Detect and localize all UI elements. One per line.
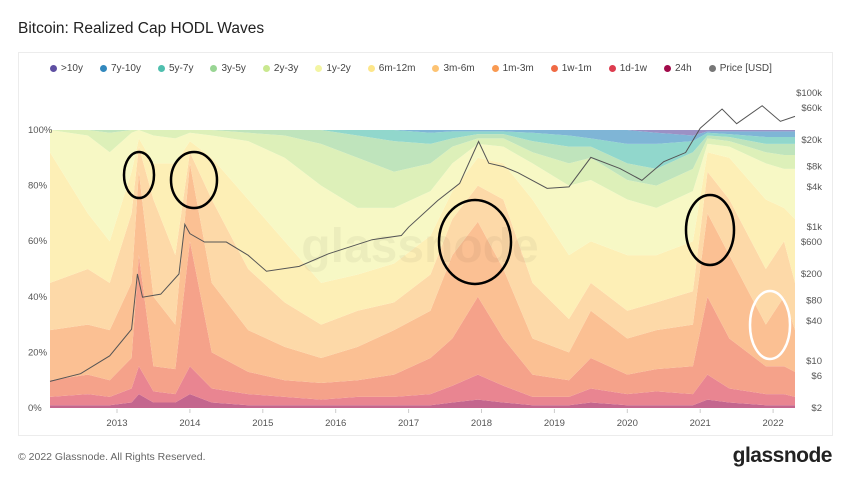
y-left-tick-label: 80% [28,181,48,192]
legend-label: 3m-6m [443,63,475,74]
legend-label: 6m-12m [378,63,416,74]
annotation-circle [437,198,513,286]
annotation-circle [748,289,792,361]
legend-item[interactable]: Price [USD] [708,63,772,74]
x-tick-label: 2015 [252,418,273,429]
area-1w-1m [50,241,795,400]
x-tick-label: 2020 [617,418,638,429]
y-right-tick-label: $100k [796,88,822,99]
y-right-tick-label: $40 [806,316,822,327]
price-line [49,105,796,382]
x-tick-label: 2014 [179,418,200,429]
legend-dot-icon [315,65,323,72]
annotation-circle [122,150,156,200]
legend-dot-icon [367,65,375,72]
area-3y-5y [50,130,795,186]
legend-dot-icon [708,65,716,72]
legend-dot-icon [432,65,440,72]
y-right-tick-label: $200 [801,269,822,280]
legend-item[interactable]: 3m-6m [432,63,475,74]
annotation-circle [169,150,219,210]
legend-label: 1m-3m [502,63,534,74]
legend-item[interactable]: 6m-12m [367,63,416,74]
y-right-tick-label: $8k [807,162,823,173]
x-tick-label: 2016 [325,418,346,429]
chart-title: Bitcoin: Realized Cap HODL Waves [18,20,265,37]
y-left-tick-label: 40% [28,292,48,303]
legend-dot-icon [99,65,107,72]
y-right-tick-label: $60k [801,103,822,114]
legend-dot-icon [210,65,218,72]
y-left-tick-label: 100% [28,125,53,136]
legend-item[interactable]: 3y-5y [210,63,246,74]
legend: >10y 7y-10y 5y-7y 3y-5y 2y-3y 1y-2y 6m-12m 3m-6… [50,63,789,74]
watermark: glassnode [301,220,538,273]
legend-label: 24h [675,63,692,74]
area-2y-3y [50,130,795,208]
legend-item[interactable]: 2y-3y [262,63,299,74]
legend-dot-icon [157,65,165,72]
legend-label: 3y-5y [221,63,246,74]
area-5y-7y [50,130,795,169]
y-right-tick-label: $6 [811,371,822,382]
y-right-tick-label: $10 [806,356,822,367]
legend-label: 2y-3y [273,63,299,74]
legend-dot-icon [608,65,616,72]
y-left-tick-label: 20% [28,347,48,358]
y-right-tick-label: $4k [807,182,823,193]
x-tick-label: 2018 [471,418,492,429]
legend-item[interactable]: 1m-3m [491,63,534,74]
area-6m-12m [50,138,795,325]
y-right-tick-label: $20k [801,135,822,146]
legend-label: 7y-10y [110,63,141,74]
y-right-tick-label: $2 [811,403,822,414]
area--10y [50,130,795,136]
glassnode-logo[interactable]: glassnode [732,444,833,467]
y-left-tick-label: 0% [28,403,42,414]
legend-label: Price [USD] [719,63,772,74]
area-3m-6m [50,146,795,358]
x-tick-label: 2021 [690,418,711,429]
legend-item[interactable]: >10y [50,63,83,74]
legend-item[interactable]: 7y-10y [99,63,141,74]
x-tick-label: 2019 [544,418,565,429]
y-right-tick-label: $80 [806,296,822,307]
area-7y-10y [50,130,795,144]
legend-dot-icon [550,65,558,72]
legend-item[interactable]: 5y-7y [157,63,194,74]
area-1d-1w [50,366,795,406]
chart-card [18,52,833,436]
legend-dot-icon [491,65,499,72]
area-1y-2y [50,130,795,283]
y-right-tick-label: $600 [801,237,822,248]
legend-item[interactable]: 1y-2y [315,63,351,74]
legend-label: 1w-1m [561,63,592,74]
legend-label: >10y [61,63,83,74]
legend-item[interactable]: 1w-1m [550,63,592,74]
legend-item[interactable]: 1d-1w [608,63,647,74]
stacked-areas [50,130,795,408]
x-tick-label: 2013 [106,418,127,429]
legend-label: 1d-1w [619,63,647,74]
legend-item[interactable]: 24h [664,63,692,74]
legend-dot-icon [664,65,671,72]
y-right-tick-label: $1k [807,222,823,233]
legend-label: 1y-2y [326,63,351,74]
area-1m-3m [50,163,795,383]
annotation-circle [684,193,736,267]
x-tick-label: 2017 [398,418,419,429]
legend-dot-icon [50,65,57,72]
copyright: © 2022 Glassnode. All Rights Reserved. [18,451,206,463]
legend-dot-icon [262,65,270,72]
legend-label: 5y-7y [168,63,194,74]
y-left-tick-label: 60% [28,236,48,247]
x-tick-label: 2022 [763,418,784,429]
area-24h [50,394,795,408]
